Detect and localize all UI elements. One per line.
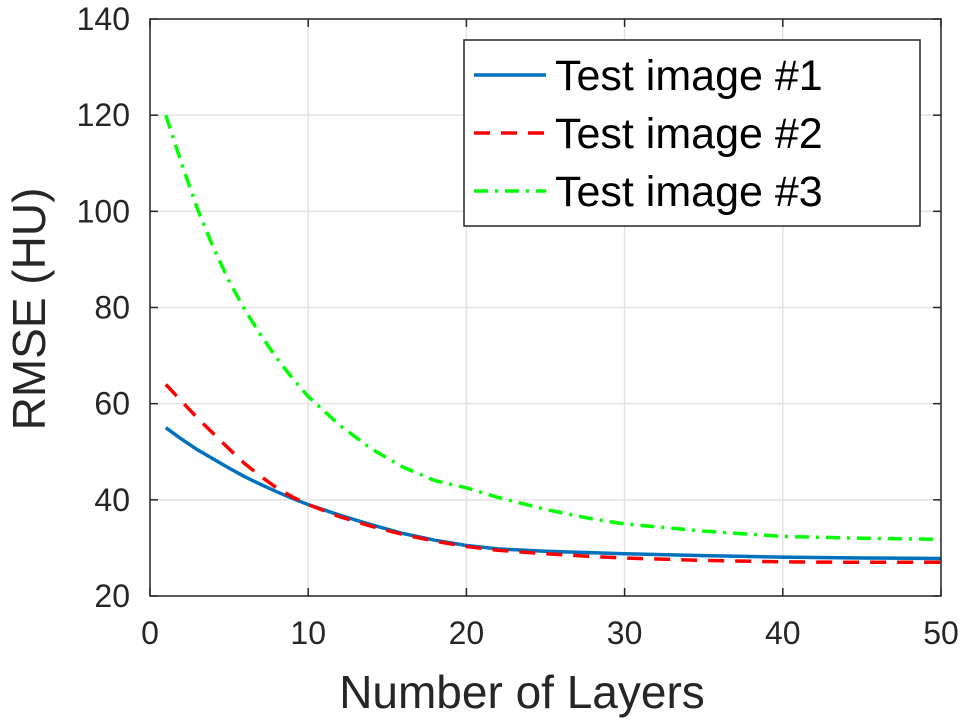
x-axis-title: Number of Layers bbox=[339, 666, 705, 718]
tick-labels: 0 10 20 30 40 50 20 40 60 80 100 120 140 bbox=[77, 1, 959, 651]
legend: Test image #1 Test image #2 Test image #… bbox=[463, 39, 921, 227]
series-line-2 bbox=[164, 383, 941, 565]
x-tick-label: 0 bbox=[141, 615, 159, 651]
y-tick-label: 80 bbox=[94, 290, 130, 326]
ticks bbox=[149, 18, 942, 597]
y-tick-label: 40 bbox=[94, 482, 130, 518]
legend-label-3: Test image #3 bbox=[555, 168, 823, 216]
x-tick-label: 30 bbox=[607, 615, 643, 651]
series-line-3 bbox=[164, 114, 942, 542]
x-tick-label: 20 bbox=[449, 615, 485, 651]
y-tick-label: 60 bbox=[94, 386, 130, 422]
y-tick-label: 100 bbox=[77, 193, 130, 229]
y-tick-label: 120 bbox=[77, 97, 130, 133]
y-tick-label: 140 bbox=[77, 1, 130, 37]
x-tick-label: 10 bbox=[290, 615, 326, 651]
y-axis-title: RMSE (HU) bbox=[3, 188, 55, 431]
x-tick-label: 40 bbox=[765, 615, 801, 651]
x-tick-label: 50 bbox=[923, 615, 959, 651]
legend-label-2: Test image #2 bbox=[555, 110, 823, 158]
series-lines bbox=[164, 114, 942, 565]
legend-label-1: Test image #1 bbox=[555, 52, 823, 100]
y-tick-label: 20 bbox=[94, 578, 130, 614]
